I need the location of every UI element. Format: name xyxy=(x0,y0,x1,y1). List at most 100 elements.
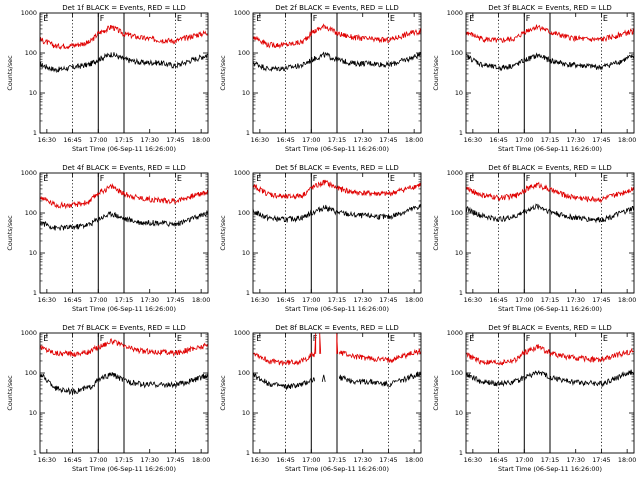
x-tick-label: 17:15 xyxy=(328,296,346,304)
x-tick-label: 17:30 xyxy=(141,136,159,144)
x-tick-label: 17:45 xyxy=(166,296,184,304)
plot-frame xyxy=(39,12,209,134)
x-tick-label: 18:00 xyxy=(618,296,636,304)
x-tick-label: 18:00 xyxy=(405,136,423,144)
marker-label: F xyxy=(100,174,105,183)
x-tick-label: 16:30 xyxy=(251,456,269,464)
x-tick-label: 17:30 xyxy=(354,296,372,304)
series-events-line xyxy=(39,209,209,231)
y-tick-label: 100 xyxy=(238,369,250,377)
panel-det-7: Det 7f BLACK = Events, RED = LLD Counts/s… xyxy=(6,324,210,473)
x-tick-label: 16:30 xyxy=(464,456,482,464)
plot-frame xyxy=(465,12,635,134)
plot-frame xyxy=(39,172,209,294)
x-tick-label: 16:45 xyxy=(63,456,81,464)
series-lld-line xyxy=(252,348,422,367)
marker-label: E xyxy=(390,14,395,23)
marker-label: E xyxy=(603,14,608,23)
plot-frame xyxy=(252,172,422,294)
marker-label: F xyxy=(100,14,105,23)
series-lld-line xyxy=(252,23,422,49)
y-tick-label: 10 xyxy=(242,409,250,417)
y-tick-label: 1000 xyxy=(21,169,37,177)
x-tick-label: 16:30 xyxy=(464,296,482,304)
y-tick-label: 10 xyxy=(455,89,463,97)
panel-det-3: Det 3f BLACK = Events, RED = LLD Counts/s… xyxy=(432,4,636,153)
x-tick-label: 16:30 xyxy=(38,456,56,464)
x-axis-label: Start Time (06-Sep-11 16:26:00) xyxy=(498,145,602,153)
x-tick-label: 16:45 xyxy=(63,296,81,304)
series-events-line xyxy=(252,51,422,73)
panel-title: Det 2f BLACK = Events, RED = LLD xyxy=(275,4,398,12)
panel-title: Det 9f BLACK = Events, RED = LLD xyxy=(488,324,611,332)
marker-label: F xyxy=(526,334,531,343)
series-events-line xyxy=(39,372,209,396)
x-tick-label: 17:45 xyxy=(592,456,610,464)
series-lld-line xyxy=(465,344,635,366)
y-tick-label: 1 xyxy=(246,449,250,457)
series-lld-line xyxy=(252,179,422,200)
marker-label: E xyxy=(256,14,261,23)
x-tick-label: 17:30 xyxy=(141,456,159,464)
marker-label: F xyxy=(100,334,105,343)
y-tick-label: 1 xyxy=(459,449,463,457)
marker-label: E xyxy=(603,334,608,343)
marker-label: E xyxy=(177,14,182,23)
x-tick-label: 16:30 xyxy=(251,296,269,304)
marker-label: E xyxy=(390,334,395,343)
y-axis-label: Counts/sec xyxy=(219,215,227,251)
x-tick-label: 17:30 xyxy=(567,456,585,464)
y-axis-label: Counts/sec xyxy=(6,375,14,411)
series-lld-line xyxy=(465,24,635,44)
y-tick-label: 10 xyxy=(242,249,250,257)
y-tick-label: 1 xyxy=(33,449,37,457)
panel-title: Det 5f BLACK = Events, RED = LLD xyxy=(275,164,398,172)
marker-label: E xyxy=(469,174,474,183)
y-tick-label: 10 xyxy=(29,89,37,97)
y-tick-label: 1000 xyxy=(447,9,463,17)
series-events-line xyxy=(252,371,422,391)
x-tick-label: 17:45 xyxy=(379,296,397,304)
x-tick-label: 18:00 xyxy=(192,456,210,464)
y-tick-label: 1 xyxy=(246,289,250,297)
y-tick-label: 1000 xyxy=(447,329,463,337)
panel-det-9: Det 9f BLACK = Events, RED = LLD Counts/s… xyxy=(432,324,636,473)
y-axis-label: Counts/sec xyxy=(6,55,14,91)
x-tick-label: 16:30 xyxy=(464,136,482,144)
x-tick-label: 17:15 xyxy=(115,136,133,144)
x-tick-label: 17:30 xyxy=(141,296,159,304)
marker-label: E xyxy=(390,174,395,183)
x-tick-label: 16:45 xyxy=(276,136,294,144)
x-tick-label: 16:45 xyxy=(489,296,507,304)
x-tick-label: 18:00 xyxy=(192,136,210,144)
y-tick-label: 1000 xyxy=(234,9,250,17)
x-axis-label: Start Time (06-Sep-11 16:26:00) xyxy=(285,145,389,153)
x-tick-label: 18:00 xyxy=(192,296,210,304)
x-tick-label: 17:00 xyxy=(302,456,320,464)
panel-title: Det 3f BLACK = Events, RED = LLD xyxy=(488,4,611,12)
marker-label: F xyxy=(313,174,318,183)
x-tick-label: 16:45 xyxy=(63,136,81,144)
plot-frame xyxy=(465,172,635,294)
series-events-line xyxy=(252,203,422,223)
panel-det-2: Det 2f BLACK = Events, RED = LLD Counts/s… xyxy=(219,4,423,153)
y-tick-label: 100 xyxy=(451,369,463,377)
x-tick-label: 17:15 xyxy=(328,456,346,464)
y-axis-label: Counts/sec xyxy=(432,55,440,91)
x-tick-label: 16:45 xyxy=(276,456,294,464)
x-axis-label: Start Time (06-Sep-11 16:26:00) xyxy=(72,145,176,153)
marker-label: E xyxy=(469,334,474,343)
marker-label: E xyxy=(256,174,261,183)
panel-det-4: Det 4f BLACK = Events, RED = LLD Counts/s… xyxy=(6,164,210,313)
x-tick-label: 18:00 xyxy=(618,136,636,144)
y-tick-label: 1 xyxy=(459,289,463,297)
y-axis-label: Counts/sec xyxy=(219,375,227,411)
y-tick-label: 1000 xyxy=(21,329,37,337)
x-tick-label: 17:15 xyxy=(541,296,559,304)
x-tick-label: 17:30 xyxy=(354,456,372,464)
y-tick-label: 100 xyxy=(25,209,37,217)
x-tick-label: 17:00 xyxy=(515,456,533,464)
y-tick-label: 10 xyxy=(29,409,37,417)
y-tick-label: 1000 xyxy=(21,9,37,17)
x-tick-label: 17:45 xyxy=(379,136,397,144)
